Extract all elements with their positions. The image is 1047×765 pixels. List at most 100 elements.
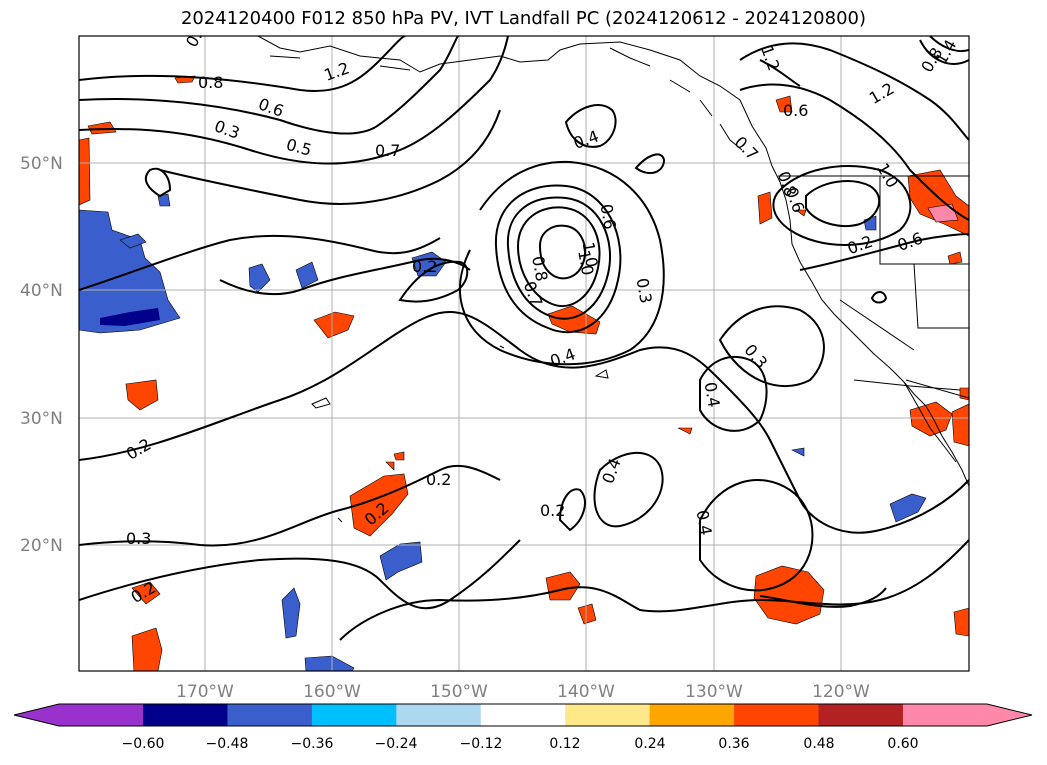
negative-pv-region xyxy=(379,541,423,581)
pv-contours xyxy=(79,36,969,641)
positive-pv-region xyxy=(959,387,969,401)
lat-label: 30°N xyxy=(20,409,63,429)
contour-label: 0.7 xyxy=(731,133,762,164)
contour-label: 1.0 xyxy=(873,160,902,192)
contour-line xyxy=(506,196,612,320)
positive-pv-region xyxy=(385,461,395,471)
alaska-islands xyxy=(269,47,743,151)
gridlines xyxy=(79,36,969,671)
contour-label: 0.2 xyxy=(128,578,160,607)
negative-pv-region xyxy=(889,493,927,523)
positive-pv-region xyxy=(349,473,409,537)
negative-pv-region xyxy=(248,263,271,293)
colorbar-tick-label: −0.48 xyxy=(206,736,249,752)
lat-label: 50°N xyxy=(20,154,63,174)
alaska-coastline xyxy=(257,36,773,167)
positive-pv-region xyxy=(757,191,773,225)
contour-line xyxy=(718,305,825,388)
colorbar-cell xyxy=(143,704,228,726)
positive-pv-region xyxy=(775,95,793,113)
pv-shading xyxy=(79,75,969,671)
contour-line xyxy=(79,36,509,165)
us-state-borders xyxy=(839,176,969,391)
contour-label: 1.2 xyxy=(322,58,352,85)
contour-line xyxy=(159,109,501,205)
plot-frame xyxy=(78,35,970,672)
contour-label: 0.3 xyxy=(212,116,242,143)
contour-line xyxy=(634,153,666,175)
contour-label: 0.2 xyxy=(426,470,451,489)
colorbar-tick-label: −0.12 xyxy=(460,736,503,752)
positive-pv-region xyxy=(953,607,969,637)
lat-label: 20°N xyxy=(20,536,63,556)
map-title: 2024120400 F012 850 hPa PV, IVT Landfall… xyxy=(180,8,867,29)
negative-pv-region xyxy=(79,209,181,334)
positive-pv-region xyxy=(87,121,117,135)
contour-line xyxy=(79,311,969,534)
contour-label: 0.2 xyxy=(540,501,565,520)
contour-label: 0.6 xyxy=(783,101,808,120)
negative-pv-region xyxy=(304,655,355,671)
lon-label: 130°W xyxy=(685,682,743,702)
contour-label: 0.2 xyxy=(123,434,155,463)
lon-label: 170°W xyxy=(176,682,234,702)
west-coastline xyxy=(771,165,969,487)
island xyxy=(311,397,331,409)
contour-label: 0.5 xyxy=(284,135,314,160)
contour-line xyxy=(870,291,888,304)
colorbar-tick-label: 0.12 xyxy=(549,736,580,752)
negative-pv-region xyxy=(157,193,171,207)
lat-label: 40°N xyxy=(20,281,63,301)
contour-line xyxy=(79,36,406,92)
positive-pv-region xyxy=(909,401,953,437)
positive-pv-region xyxy=(947,251,963,265)
colorbar-tick-label: −0.36 xyxy=(291,736,334,752)
lon-label: 160°W xyxy=(303,682,361,702)
positive-pv-region xyxy=(795,209,807,217)
contour-line xyxy=(799,233,969,271)
positive-pv-region xyxy=(907,169,969,237)
colorbar-tick-label: −0.24 xyxy=(375,736,418,752)
contour-label: 0.7 xyxy=(375,141,400,160)
baja-coastline xyxy=(903,381,957,463)
colorbar-cell xyxy=(649,704,735,726)
contour-label: 0.3 xyxy=(633,276,656,304)
island xyxy=(337,345,505,523)
colorbar-cell xyxy=(396,704,482,726)
colorbar-extend-min xyxy=(14,704,59,726)
colorbar-tick-label: 0.36 xyxy=(718,736,749,752)
negative-pv-region xyxy=(295,261,319,289)
positive-pv-region xyxy=(393,451,405,461)
contour-line xyxy=(538,224,586,280)
contour-line xyxy=(516,206,601,307)
contour-label: 0.7 xyxy=(520,279,547,309)
positive-pv-region xyxy=(545,571,581,601)
contour-line xyxy=(339,539,969,641)
contour-label: 0.4 xyxy=(571,126,601,153)
contour-line xyxy=(593,451,664,528)
contour-line xyxy=(759,587,887,608)
contour-label: 0.4 xyxy=(598,456,625,486)
positive-pv-region xyxy=(753,565,825,625)
contour-label: 0.2 xyxy=(845,232,875,259)
positive-pv-region xyxy=(79,137,91,206)
contour-line xyxy=(805,180,881,228)
colorbar-cell xyxy=(227,704,313,726)
island xyxy=(594,369,609,379)
colorbar-cell xyxy=(59,704,144,726)
contour-line xyxy=(79,36,459,135)
contour-label: 0.4 xyxy=(701,380,724,408)
lon-label: 150°W xyxy=(430,682,488,702)
contour-line xyxy=(219,257,471,296)
negative-pv-region xyxy=(119,233,147,249)
colorbar-cell xyxy=(818,704,904,726)
coastlines xyxy=(257,36,969,523)
contour-label: 0.3 xyxy=(126,529,151,548)
contour-line xyxy=(739,42,969,141)
colorbar-cell xyxy=(480,704,566,726)
contour-line xyxy=(739,83,969,221)
mexico-border xyxy=(905,379,969,399)
contour-line xyxy=(699,479,814,592)
colorbar-cell xyxy=(902,704,988,726)
contour-label: 0.4 xyxy=(693,508,716,536)
